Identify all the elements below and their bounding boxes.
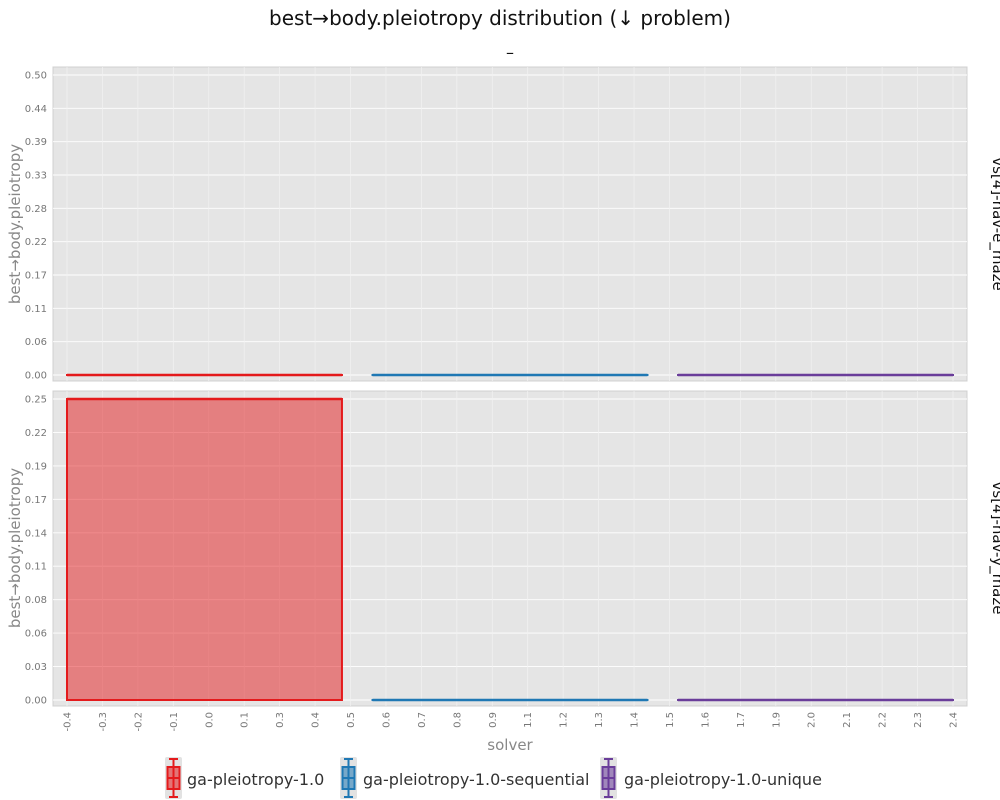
y-tick-label: 0.08 (25, 595, 47, 606)
x-tick-label: 0.3 (275, 712, 286, 728)
x-tick-label: -0.2 (133, 712, 144, 732)
x-tick-label: 1.3 (594, 712, 605, 728)
y-tick-label: 0.50 (25, 71, 47, 82)
y-tick-label: 0.22 (25, 428, 47, 439)
panel-y-maze-boxes (66, 397, 954, 702)
y-axis-label-top: best→body.pleiotropy (6, 144, 24, 304)
y-tick-label: 0.11 (25, 304, 47, 315)
x-tick-label: 1.5 (665, 712, 676, 728)
panel-y-maze-y-ticks: 0.00 0.03 0.06 0.08 0.11 0.14 0.17 0.19 0.22 0.25 (25, 395, 47, 707)
legend-label: ga-pleiotropy-1.0-sequential (363, 770, 589, 789)
legend: ga-pleiotropy-1.0 ga-pleiotropy-1.0-sequ… (165, 757, 822, 799)
legend-key-blue-box-icon (340, 757, 357, 799)
legend-item-ga-pleiotropy-1-0-sequential[interactable]: ga-pleiotropy-1.0-sequential (340, 757, 589, 799)
x-tick-label: 2.1 (842, 712, 853, 728)
y-tick-label: 0.17 (25, 495, 47, 506)
x-tick-label: 1.1 (523, 712, 534, 728)
x-tick-label: -0.3 (98, 712, 109, 732)
y-tick-label: 0.19 (25, 461, 47, 472)
box-ga-pleiotropy-1.0 (66, 398, 343, 701)
panel-e-maze-background (52, 66, 968, 382)
x-tick-label: 1.2 (559, 712, 570, 728)
y-tick-label: 0.03 (25, 662, 47, 673)
y-axis-label-bottom: best→body.pleiotropy (6, 468, 24, 628)
y-tick-label: 0.22 (25, 237, 47, 248)
x-tick-label: 0.1 (240, 712, 251, 728)
x-tick-label: 0.9 (488, 712, 499, 728)
x-tick-label: 1.4 (630, 712, 641, 728)
x-tick-label: -0.4 (63, 712, 74, 732)
legend-key-red-box-icon (165, 757, 182, 799)
x-tick-label: 0.8 (452, 712, 463, 728)
y-tick-label: 0.39 (25, 137, 47, 148)
panel-y-maze: 0.00 0.03 0.06 0.08 0.11 0.14 0.17 0.19 0.22 0.25… (6, 390, 1000, 707)
legend-item-ga-pleiotropy-1-0-unique[interactable]: ga-pleiotropy-1.0-unique (600, 757, 822, 799)
legend-label: ga-pleiotropy-1.0 (187, 770, 324, 789)
x-tick-label: 0.7 (417, 712, 428, 728)
y-tick-label: 0.06 (25, 629, 47, 640)
y-tick-label: 0.06 (25, 337, 47, 348)
chart-subtitle: – (506, 43, 514, 62)
y-tick-label: 0.00 (25, 696, 47, 707)
x-tick-label: 2.3 (913, 712, 924, 728)
x-tick-label: 0.4 (311, 712, 322, 728)
x-tick-label: 2.0 (807, 712, 818, 728)
x-axis-ticks: -0.4 -0.3 -0.2 -0.1 0.0 0.1 0.3 0.4 0.5 0.6 0.7 0.8… (63, 712, 960, 732)
facet-label-e-maze: vs[4]-nav-e_maze (988, 157, 1000, 291)
x-tick-label: 1.9 (771, 712, 782, 728)
facet-label-y-maze: vs[4]-nav-y_maze (988, 482, 1000, 615)
x-tick-label: 0.6 (381, 712, 392, 728)
panel-e-maze-grid (53, 67, 967, 381)
y-tick-label: 0.28 (25, 204, 47, 215)
y-tick-label: 0.14 (25, 528, 47, 539)
legend-item-ga-pleiotropy-1-0[interactable]: ga-pleiotropy-1.0 (165, 757, 324, 799)
y-tick-label: 0.44 (25, 104, 47, 115)
panel-e-maze: 0.00 0.06 0.11 0.17 0.22 0.28 0.33 0.39 0.44 0.50… (6, 66, 1000, 382)
y-tick-label: 0.33 (25, 171, 47, 182)
y-tick-label: 0.11 (25, 562, 47, 573)
panel-e-maze-y-ticks: 0.00 0.06 0.11 0.17 0.22 0.28 0.33 0.39 0.44 0.50 (25, 71, 47, 382)
x-tick-label: -0.1 (169, 712, 180, 732)
y-tick-label: 0.00 (25, 371, 47, 382)
y-tick-label: 0.25 (25, 395, 47, 406)
x-axis-label: solver (487, 736, 533, 754)
x-tick-label: 1.6 (700, 712, 711, 728)
legend-label: ga-pleiotropy-1.0-unique (624, 770, 822, 789)
x-tick-label: 2.4 (949, 712, 960, 728)
y-tick-label: 0.17 (25, 271, 47, 282)
x-tick-label: 0.5 (346, 712, 357, 728)
legend-key-purple-box-icon (600, 757, 617, 799)
x-tick-label: 2.2 (878, 712, 889, 728)
x-tick-label: 0.0 (204, 712, 215, 728)
x-tick-label: 1.7 (736, 712, 747, 728)
chart-title: best→body.pleiotropy distribution (↓ pro… (269, 6, 731, 30)
